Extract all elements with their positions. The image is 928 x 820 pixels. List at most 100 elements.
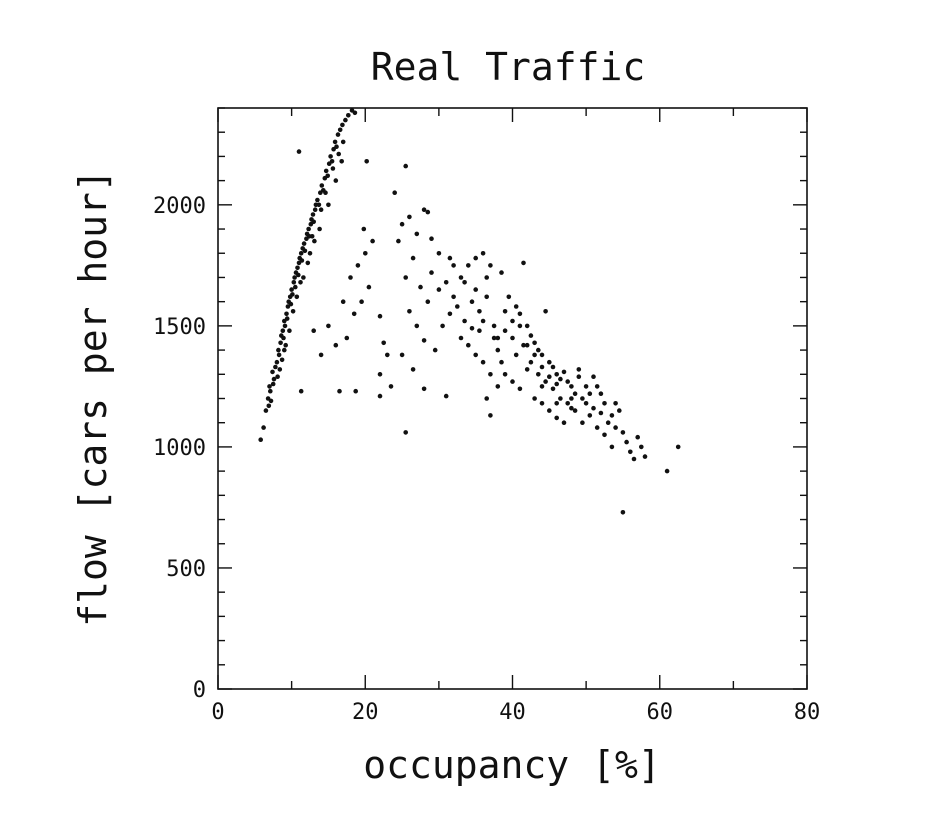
data-point <box>348 275 353 280</box>
data-point <box>407 214 412 220</box>
data-point <box>332 139 338 145</box>
data-point <box>399 352 405 358</box>
data-point <box>543 379 548 384</box>
data-point <box>572 408 578 413</box>
data-point <box>421 386 427 392</box>
data-point <box>279 357 285 363</box>
data-point <box>550 364 556 370</box>
data-point <box>287 328 292 334</box>
data-point <box>292 275 297 280</box>
data-point <box>499 270 504 275</box>
data-point <box>488 263 493 268</box>
data-point <box>273 364 278 370</box>
data-point <box>547 359 552 365</box>
data-point <box>513 304 519 309</box>
data-point <box>436 287 442 292</box>
data-point <box>414 323 420 329</box>
data-point <box>302 248 308 254</box>
data-point <box>311 219 317 225</box>
data-point <box>298 280 303 285</box>
data-point <box>293 284 298 290</box>
data-point <box>506 294 512 300</box>
data-point <box>277 367 283 372</box>
data-point <box>635 434 640 440</box>
data-point <box>326 323 331 329</box>
y-axis-label: flow [cars per hour] <box>71 169 115 627</box>
data-point <box>440 323 445 329</box>
y-tick-label: 500 <box>166 557 206 582</box>
data-point <box>539 401 545 406</box>
data-point <box>477 309 482 314</box>
data-point <box>510 335 515 341</box>
data-point <box>480 359 486 365</box>
data-point <box>539 364 545 370</box>
data-point <box>403 430 409 435</box>
data-point <box>451 263 456 268</box>
data-point <box>502 372 508 377</box>
data-point <box>429 236 434 241</box>
y-tick-label: 0 <box>193 678 206 703</box>
data-point <box>517 323 523 329</box>
data-point <box>469 299 475 305</box>
data-point <box>289 287 294 292</box>
data-point <box>502 309 508 314</box>
data-point <box>312 207 318 212</box>
data-point <box>317 226 322 232</box>
data-point <box>565 379 570 384</box>
data-point <box>258 437 264 443</box>
data-point <box>499 359 504 365</box>
data-point <box>488 372 493 377</box>
data-point <box>281 335 286 341</box>
data-point <box>598 391 604 397</box>
data-point <box>565 401 570 406</box>
data-point <box>326 202 331 208</box>
data-point <box>502 328 508 334</box>
data-point <box>396 238 401 244</box>
data-point <box>583 384 589 389</box>
data-point <box>294 294 300 300</box>
data-point <box>495 347 501 353</box>
data-point <box>337 127 343 133</box>
data-point <box>462 318 467 324</box>
x-tick-label: 60 <box>647 700 674 725</box>
data-point <box>447 311 453 317</box>
data-point <box>301 241 307 246</box>
data-point <box>547 374 552 380</box>
data-point <box>642 454 648 459</box>
data-point <box>283 342 289 348</box>
data-point <box>517 311 523 317</box>
data-point <box>306 226 311 232</box>
data-point <box>335 132 341 137</box>
data-point <box>491 335 497 341</box>
data-point <box>561 420 567 426</box>
data-point <box>271 376 277 382</box>
x-tick-label: 20 <box>352 700 379 725</box>
data-point <box>605 420 611 426</box>
data-point <box>385 352 390 358</box>
data-point <box>602 401 607 406</box>
data-point <box>333 342 339 348</box>
axis-ticks <box>217 107 808 690</box>
x-tick-label: 40 <box>499 700 526 725</box>
data-point <box>288 301 294 307</box>
data-point <box>364 159 370 164</box>
chart-title: Real Traffic <box>371 45 646 89</box>
data-point <box>532 340 537 346</box>
data-point <box>276 352 282 358</box>
data-point <box>274 359 280 365</box>
data-point <box>484 294 490 300</box>
data-point <box>319 183 325 188</box>
data-point <box>318 207 324 212</box>
data-point <box>353 388 359 394</box>
data-point <box>266 403 272 409</box>
data-point <box>407 309 412 314</box>
data-point <box>268 398 274 404</box>
data-point <box>295 265 300 271</box>
data-point <box>554 372 559 377</box>
data-point <box>296 272 301 278</box>
data-point <box>558 396 563 401</box>
data-point <box>340 139 346 145</box>
y-tick-label: 2000 <box>153 194 206 219</box>
data-point <box>521 342 526 348</box>
